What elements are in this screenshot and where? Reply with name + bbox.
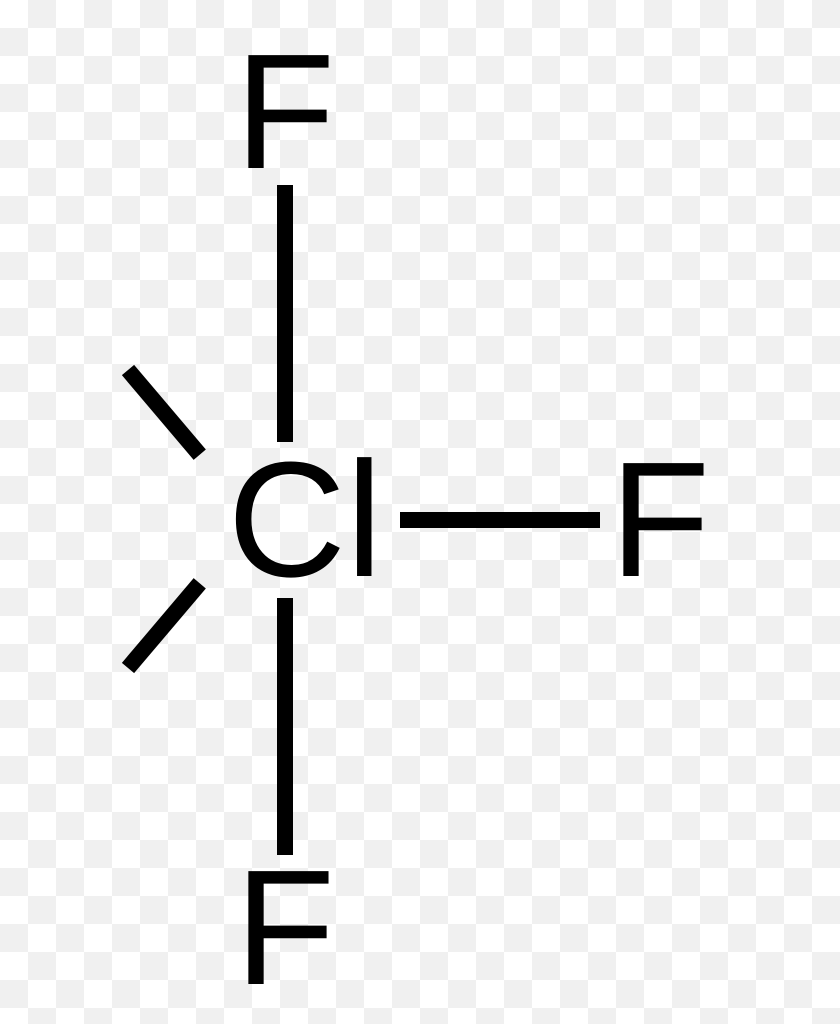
bond-cl-f-right (400, 512, 600, 528)
atom-f-bottom: F (235, 834, 335, 1022)
atom-cl-center: Cl (228, 426, 383, 614)
lone-pair-upper (122, 365, 206, 460)
atom-f-top: F (235, 18, 335, 206)
bond-cl-f-bottom (277, 598, 293, 855)
lone-pair-lower (122, 578, 206, 673)
atom-f-right: F (610, 426, 710, 614)
molecule-diagram: Cl F F F (0, 0, 840, 1024)
bond-cl-f-top (277, 185, 293, 442)
